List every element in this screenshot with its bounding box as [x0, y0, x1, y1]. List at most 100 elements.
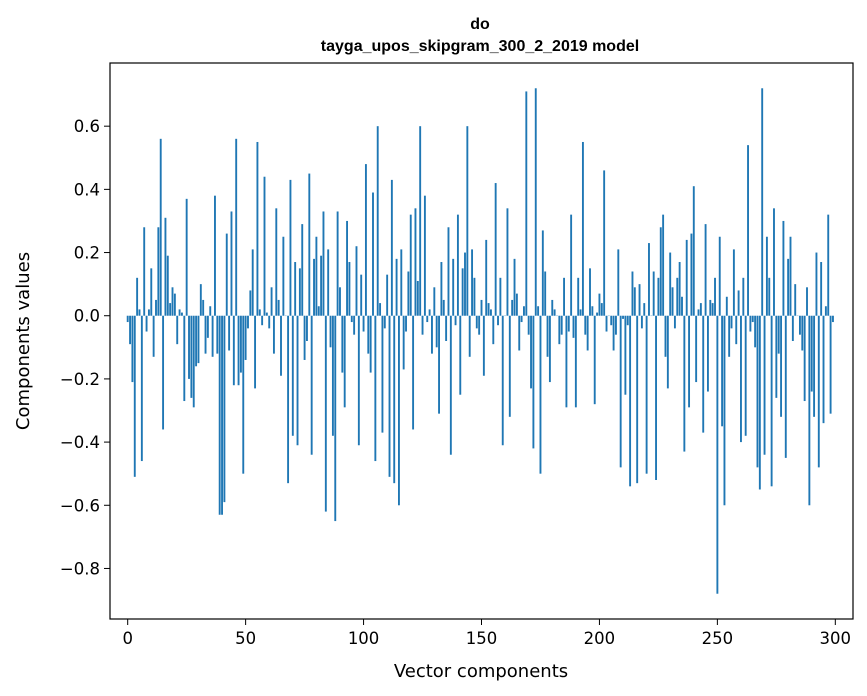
chart-title-line2: tayga_upos_skipgram_300_2_2019 model [321, 38, 639, 55]
bar-195 [586, 315, 589, 351]
bar-51 [247, 315, 249, 329]
bar-297 [827, 214, 830, 316]
bar-135 [445, 315, 448, 341]
y-tick-label: 0.6 [74, 117, 100, 136]
bar-205 [610, 315, 613, 326]
bar-50 [244, 315, 247, 360]
bar-30 [197, 315, 200, 364]
bar-276 [777, 315, 780, 354]
bar-226 [659, 227, 662, 316]
bar-288 [806, 287, 808, 316]
bar-158 [499, 277, 502, 316]
y-axis-ticks: −0.8 −0.6 −0.4 −0.2 0.0 0.2 0.4 0.6 [60, 117, 110, 578]
bar-58 [263, 176, 266, 316]
bar-100 [362, 315, 365, 332]
bar-269 [761, 88, 764, 316]
bar-238 [688, 315, 691, 408]
bar-199 [596, 312, 599, 316]
bar-86 [329, 315, 332, 348]
bar-132 [438, 315, 440, 414]
bar-8 [145, 315, 148, 332]
bar-259 [737, 290, 740, 316]
bar-0 [126, 315, 129, 323]
bar-43 [228, 315, 231, 351]
bar-245 [704, 224, 707, 316]
bar-88 [334, 315, 337, 522]
bar-194 [584, 315, 587, 335]
bar-70 [291, 315, 294, 436]
bar-197 [591, 306, 594, 316]
bar-165 [515, 293, 518, 316]
bar-131 [435, 315, 438, 348]
bar-188 [570, 214, 573, 316]
bar-186 [565, 315, 568, 408]
bar-40 [221, 315, 223, 515]
bar-249 [714, 277, 716, 316]
bar-7 [143, 227, 146, 316]
bar-16 [164, 217, 167, 316]
bar-271 [765, 236, 768, 316]
bar-85 [327, 249, 330, 316]
x-tick-label: 100 [348, 629, 380, 648]
bar-172 [532, 315, 535, 449]
bar-147 [473, 277, 476, 316]
bar-235 [681, 296, 683, 316]
bar-53 [251, 249, 254, 316]
bar-260 [740, 315, 742, 443]
bar-34 [206, 315, 209, 338]
bar-285 [798, 315, 801, 335]
y-axis-label: Components values [13, 252, 34, 430]
bar-124 [419, 126, 422, 316]
bar-127 [426, 315, 429, 323]
bar-122 [414, 208, 417, 316]
y-tick-label: −0.2 [60, 370, 100, 389]
bar-113 [393, 315, 396, 484]
bar-237 [685, 239, 688, 316]
x-tick-label: 200 [584, 629, 616, 648]
bar-71 [294, 262, 297, 316]
bar-184 [560, 315, 563, 335]
bar-65 [280, 315, 282, 376]
bar-49 [242, 315, 245, 474]
bar-170 [527, 315, 530, 335]
x-tick-label: 0 [122, 629, 133, 648]
bar-217 [638, 284, 641, 316]
bar-108 [381, 315, 384, 433]
bar-90 [339, 287, 341, 316]
bar-247 [709, 299, 712, 316]
bar-154 [489, 309, 492, 316]
bar-251 [718, 236, 721, 316]
bar-80 [315, 236, 318, 316]
bar-164 [513, 258, 516, 316]
bar-118 [405, 315, 407, 332]
bar-275 [775, 315, 778, 398]
bar-250 [716, 315, 719, 594]
bar-283 [794, 284, 797, 316]
bar-32 [202, 299, 205, 316]
bar-64 [277, 299, 280, 316]
bar-289 [808, 315, 811, 506]
bar-104 [372, 192, 374, 316]
bar-149 [478, 315, 481, 335]
bar-35 [209, 306, 212, 316]
bar-134 [442, 299, 445, 316]
chart-title-line1: do [470, 16, 490, 33]
bar-270 [763, 315, 766, 455]
x-tick-label: 150 [466, 629, 498, 648]
bar-96 [353, 315, 356, 335]
bar-253 [723, 315, 726, 506]
bar-99 [360, 274, 363, 316]
bar-81 [317, 306, 320, 316]
y-tick-label: 0.2 [74, 244, 100, 263]
bar-162 [508, 315, 511, 417]
bar-243 [699, 303, 702, 316]
bar-125 [421, 315, 424, 335]
bar-196 [589, 268, 591, 316]
bar-42 [225, 233, 228, 316]
bar-153 [487, 303, 490, 316]
bar-123 [416, 280, 419, 316]
bar-180 [551, 299, 554, 316]
bar-25 [185, 198, 188, 316]
bar-111 [388, 315, 391, 477]
